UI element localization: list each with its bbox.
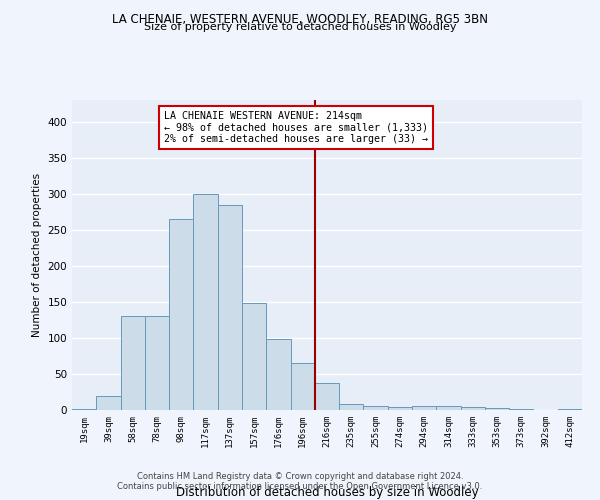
Text: LA CHENAIE, WESTERN AVENUE, WOODLEY, READING, RG5 3BN: LA CHENAIE, WESTERN AVENUE, WOODLEY, REA… (112, 12, 488, 26)
Bar (388, 407, 412, 410)
Text: Size of property relative to detached houses in Woodley: Size of property relative to detached ho… (144, 22, 456, 32)
Bar (436, 406, 461, 410)
Bar (218, 204, 242, 410)
Bar (96, 396, 121, 410)
Bar (509, 408, 533, 410)
Y-axis label: Number of detached properties: Number of detached properties (32, 173, 42, 337)
Bar (339, 404, 364, 410)
Bar (364, 406, 388, 410)
X-axis label: Distribution of detached houses by size in Woodley: Distribution of detached houses by size … (176, 486, 478, 499)
Bar (72, 408, 96, 410)
Bar (315, 382, 339, 410)
Bar (242, 304, 266, 410)
Bar (266, 340, 290, 410)
Bar (169, 219, 193, 410)
Text: Contains HM Land Registry data © Crown copyright and database right 2024.: Contains HM Land Registry data © Crown c… (137, 472, 463, 481)
Bar (290, 363, 315, 410)
Bar (461, 407, 485, 410)
Bar (121, 316, 145, 410)
Bar (485, 408, 509, 410)
Bar (145, 316, 169, 410)
Text: LA CHENAIE WESTERN AVENUE: 214sqm
← 98% of detached houses are smaller (1,333)
2: LA CHENAIE WESTERN AVENUE: 214sqm ← 98% … (164, 111, 428, 144)
Bar (193, 194, 218, 410)
Text: Contains public sector information licensed under the Open Government Licence v3: Contains public sector information licen… (118, 482, 482, 491)
Bar (412, 406, 436, 410)
